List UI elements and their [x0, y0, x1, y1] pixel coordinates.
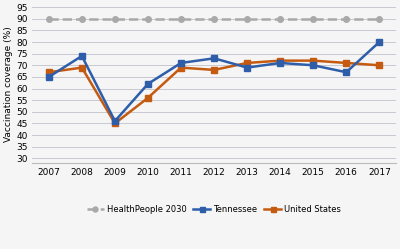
HealthPeople 2030	[212, 17, 216, 20]
HealthPeople 2030	[311, 17, 316, 20]
United States	[112, 122, 117, 125]
Tennessee	[311, 64, 316, 67]
HealthPeople 2030	[146, 17, 150, 20]
Tennessee	[377, 41, 382, 44]
United States	[278, 59, 282, 62]
HealthPeople 2030	[377, 17, 382, 20]
United States	[377, 64, 382, 67]
HealthPeople 2030	[278, 17, 282, 20]
HealthPeople 2030	[344, 17, 349, 20]
Tennessee	[179, 62, 184, 64]
Tennessee	[278, 62, 282, 64]
Line: Tennessee: Tennessee	[46, 39, 382, 124]
United States	[311, 59, 316, 62]
Legend: HealthPeople 2030, Tennessee, United States: HealthPeople 2030, Tennessee, United Sta…	[84, 202, 344, 218]
United States	[146, 96, 150, 99]
Tennessee	[80, 55, 84, 58]
Tennessee	[344, 71, 349, 74]
United States	[245, 62, 250, 64]
Tennessee	[212, 57, 216, 60]
United States	[344, 62, 349, 64]
HealthPeople 2030	[245, 17, 250, 20]
United States	[46, 71, 51, 74]
Tennessee	[112, 120, 117, 123]
Tennessee	[46, 75, 51, 78]
United States	[179, 66, 184, 69]
Line: HealthPeople 2030: HealthPeople 2030	[46, 16, 382, 22]
HealthPeople 2030	[112, 17, 117, 20]
United States	[80, 66, 84, 69]
HealthPeople 2030	[80, 17, 84, 20]
HealthPeople 2030	[46, 17, 51, 20]
Line: United States: United States	[46, 58, 382, 126]
Tennessee	[146, 82, 150, 85]
Tennessee	[245, 66, 250, 69]
Y-axis label: Vaccination coverage (%): Vaccination coverage (%)	[4, 26, 13, 142]
HealthPeople 2030	[179, 17, 184, 20]
United States	[212, 68, 216, 71]
